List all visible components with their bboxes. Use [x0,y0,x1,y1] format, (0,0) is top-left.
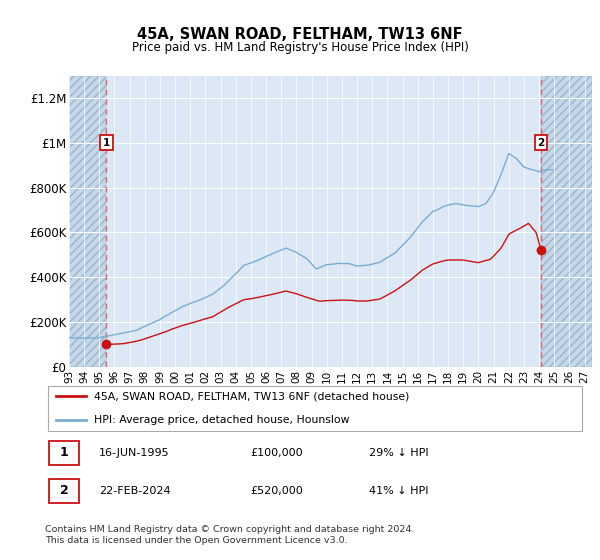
Text: £100,000: £100,000 [250,448,303,458]
Text: 1: 1 [103,138,110,148]
Text: 29% ↓ HPI: 29% ↓ HPI [369,448,428,458]
Text: 16-JUN-1995: 16-JUN-1995 [99,448,170,458]
Text: 45A, SWAN ROAD, FELTHAM, TW13 6NF: 45A, SWAN ROAD, FELTHAM, TW13 6NF [137,27,463,42]
Bar [69,76,106,367]
Text: Contains HM Land Registry data © Crown copyright and database right 2024.
This d: Contains HM Land Registry data © Crown c… [45,525,415,545]
Text: HPI: Average price, detached house, Hounslow: HPI: Average price, detached house, Houn… [94,415,349,425]
Text: 22-FEB-2024: 22-FEB-2024 [99,486,170,496]
Text: 41% ↓ HPI: 41% ↓ HPI [369,486,428,496]
Text: 1: 1 [60,446,68,459]
Text: 45A, SWAN ROAD, FELTHAM, TW13 6NF (detached house): 45A, SWAN ROAD, FELTHAM, TW13 6NF (detac… [94,391,409,401]
Text: £520,000: £520,000 [250,486,303,496]
FancyBboxPatch shape [49,479,79,503]
Text: 2: 2 [60,484,68,497]
FancyBboxPatch shape [48,386,582,431]
Text: 2: 2 [538,138,545,148]
FancyBboxPatch shape [49,441,79,465]
Bar [541,76,592,367]
Text: Price paid vs. HM Land Registry's House Price Index (HPI): Price paid vs. HM Land Registry's House … [131,40,469,54]
